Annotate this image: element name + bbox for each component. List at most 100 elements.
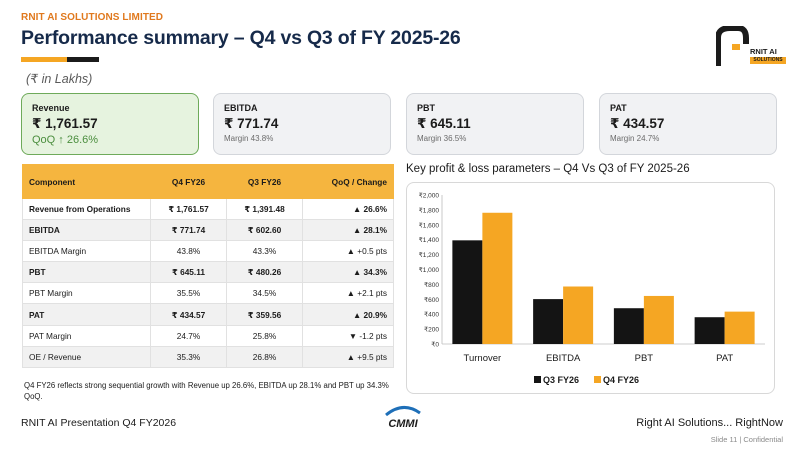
kpi-label: Revenue	[32, 103, 70, 113]
bar-q3-ebitda	[533, 299, 564, 344]
cmmi-logo-text: CMMI	[388, 418, 418, 430]
footer-slide-number: Slide 11 | Confidential	[710, 435, 783, 444]
table-header-row: Component Q4 FY26 Q3 FY26 QoQ / Change	[22, 164, 394, 199]
rnit-logo-icon	[716, 26, 749, 66]
y-tick-label: ₹600	[424, 296, 439, 304]
cell-component: PBT	[22, 261, 151, 284]
chart-title: Key profit & loss parameters – Q4 Vs Q3 …	[406, 163, 690, 175]
bar-q4-turnover	[482, 212, 513, 344]
cell-change: ▲ +0.5 pts	[302, 240, 394, 263]
x-tick-label: PBT	[635, 353, 654, 364]
cell-q4: 35.3%	[150, 345, 227, 368]
col-q3: Q3 FY26	[226, 164, 303, 199]
bar-q3-turnover	[452, 240, 483, 344]
legend-swatch-q3	[534, 376, 541, 383]
cell-change: ▲ 26.6%	[302, 197, 394, 221]
kpi-value: ₹ 645.11	[417, 116, 471, 131]
col-q4: Q4 FY26	[150, 164, 227, 199]
y-tick-label: ₹1,200	[419, 251, 440, 259]
cell-q3: 34.5%	[226, 282, 303, 305]
legend-label: Q3 FY26	[543, 375, 579, 385]
kpi-sub: Margin 36.5%	[417, 134, 467, 143]
logo-text: RNIT AI	[750, 47, 777, 56]
x-tick-label: EBITDA	[546, 353, 581, 364]
legend-swatch-q4	[594, 376, 601, 383]
logo-subtext: SOLUTIONS	[750, 57, 786, 64]
cell-component: PBT Margin	[22, 282, 151, 305]
cell-component: EBITDA Margin	[22, 240, 151, 263]
cell-q4: 43.8%	[150, 240, 227, 263]
cell-change: ▲ 28.1%	[302, 219, 394, 242]
bar-q3-pat	[694, 317, 725, 344]
chart-container: ₹0 ₹200 ₹400 ₹600 ₹800 ₹1,000 ₹1,200 ₹1,400 ₹1,6…	[406, 182, 775, 394]
kpi-value: ₹ 434.57	[610, 116, 665, 131]
kpi-value: ₹ 771.74	[224, 116, 279, 131]
y-tick-label: ₹1,600	[419, 221, 440, 229]
kpi-sub: QoQ ↑ 26.6%	[32, 134, 99, 146]
col-change: QoQ / Change	[302, 164, 394, 199]
cell-q4: ₹ 771.74	[150, 219, 227, 242]
table-row: Revenue from Operations ₹ 1,761.57 ₹ 1,3…	[22, 197, 394, 221]
y-tick-label: ₹200	[424, 326, 439, 334]
kpi-card-ebitda: EBITDA ₹ 771.74 Margin 43.8%	[213, 93, 391, 155]
kpi-card-pbt: PBT ₹ 645.11 Margin 36.5%	[406, 93, 584, 155]
kpi-sub: Margin 24.7%	[610, 134, 660, 143]
table-row: OE / Revenue 35.3% 26.8% ▲ +9.5 pts	[22, 345, 394, 368]
cell-q4: 35.5%	[150, 282, 227, 305]
kpi-value: ₹ 1,761.57	[32, 116, 98, 131]
y-tick-label: ₹400	[424, 311, 439, 319]
bar-q3-pbt	[613, 308, 644, 344]
kpi-sub: Margin 43.8%	[224, 134, 274, 143]
cell-change: ▲ 20.9%	[302, 303, 394, 326]
y-tick-label: ₹800	[424, 281, 439, 289]
y-tick-label: ₹2,000	[419, 192, 440, 200]
cell-change: ▼ -1.2 pts	[302, 324, 394, 347]
bar-q4-pbt	[643, 295, 674, 344]
bar-q4-ebitda	[563, 286, 594, 344]
comparison-table: Component Q4 FY26 Q3 FY26 QoQ / Change R…	[22, 164, 394, 368]
table-row: EBITDA ₹ 771.74 ₹ 602.60 ▲ 28.1%	[22, 219, 394, 242]
kpi-card-revenue: Revenue ₹ 1,761.57 QoQ ↑ 26.6%	[21, 93, 199, 155]
cell-q4: ₹ 1,761.57	[150, 197, 227, 221]
cell-component: PAT Margin	[22, 324, 151, 347]
company-name: RNIT AI SOLUTIONS LIMITED	[21, 12, 164, 23]
cmmi-logo-icon: CMMI	[385, 406, 421, 430]
cell-q3: ₹ 480.26	[226, 261, 303, 284]
title-accent-bar	[21, 57, 99, 62]
page-title: Performance summary – Q4 vs Q3 of FY 202…	[21, 27, 461, 49]
y-tick-label: ₹1,400	[419, 236, 440, 244]
cell-component: PAT	[22, 303, 151, 326]
cell-component: OE / Revenue	[22, 345, 151, 368]
cell-q3: ₹ 1,391.48	[226, 197, 303, 221]
footnote: Q4 FY26 reflects strong sequential growt…	[24, 381, 389, 401]
kpi-label: PAT	[610, 103, 627, 113]
kpi-card-pat: PAT ₹ 434.57 Margin 24.7%	[599, 93, 777, 155]
unit-label: (₹ in Lakhs)	[26, 72, 93, 86]
cell-change: ▲ +9.5 pts	[302, 345, 394, 368]
cell-q3: ₹ 359.56	[226, 303, 303, 326]
cell-component: EBITDA	[22, 219, 151, 242]
kpi-label: PBT	[417, 103, 435, 113]
cell-component: Revenue from Operations	[22, 197, 151, 221]
table-row: PAT ₹ 434.57 ₹ 359.56 ▲ 20.9%	[22, 303, 394, 326]
footer-presentation-title: RNIT AI Presentation Q4 FY2026	[21, 417, 177, 429]
cell-q3: 43.3%	[226, 240, 303, 263]
legend-label: Q4 FY26	[603, 375, 639, 385]
cell-q4: ₹ 645.11	[150, 261, 227, 284]
footer-tagline: Right AI Solutions... RightNow	[636, 417, 783, 429]
table-row: PBT Margin 35.5% 34.5% ▲ +2.1 pts	[22, 282, 394, 305]
table-row: PAT Margin 24.7% 25.8% ▼ -1.2 pts	[22, 324, 394, 347]
x-tick-label: Turnover	[464, 353, 502, 364]
table-row: EBITDA Margin 43.8% 43.3% ▲ +0.5 pts	[22, 240, 394, 263]
y-tick-label: ₹1,000	[419, 266, 440, 274]
y-tick-label: ₹0	[431, 341, 439, 349]
cell-q3: 26.8%	[226, 345, 303, 368]
cell-q3: ₹ 602.60	[226, 219, 303, 242]
cell-q4: 24.7%	[150, 324, 227, 347]
table-row: PBT ₹ 645.11 ₹ 480.26 ▲ 34.3%	[22, 261, 394, 284]
cell-change: ▲ +2.1 pts	[302, 282, 394, 305]
cell-q3: 25.8%	[226, 324, 303, 347]
bar-q4-pat	[724, 311, 755, 344]
cell-change: ▲ 34.3%	[302, 261, 394, 284]
col-component: Component	[22, 164, 151, 199]
